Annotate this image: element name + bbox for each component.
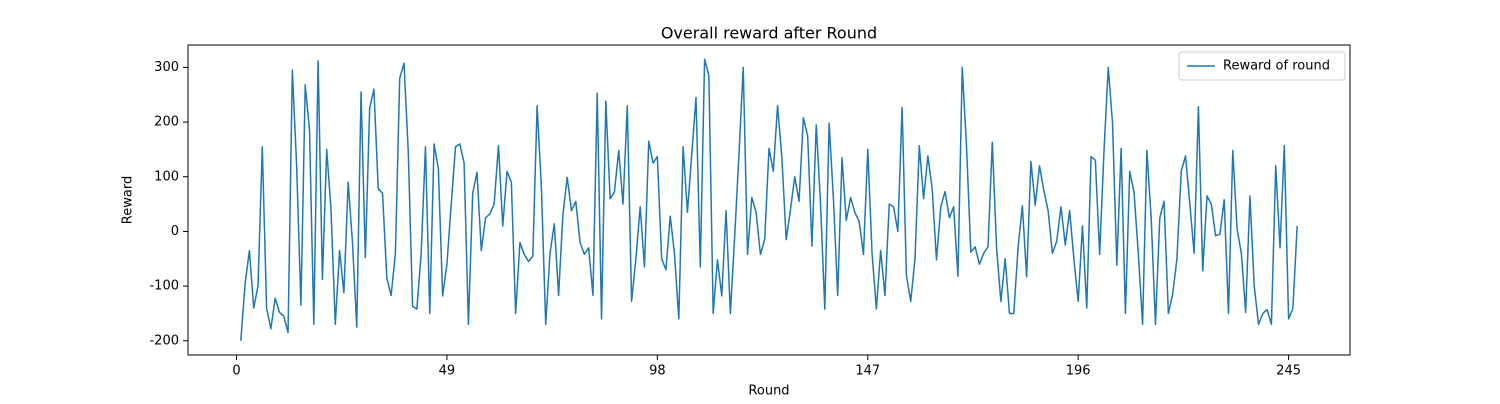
y-tick-label: -200	[149, 333, 179, 348]
x-tick-label: 0	[232, 364, 240, 379]
plot-frame	[187, 44, 1351, 356]
y-tick-label: 200	[154, 115, 179, 130]
x-tick-label: 245	[1276, 364, 1301, 379]
y-tick-label: 100	[154, 169, 179, 184]
line-series	[240, 58, 1298, 341]
chart-title: Overall reward after Round	[661, 24, 877, 43]
y-tick-label: -100	[149, 279, 179, 294]
x-tick-label: 98	[649, 364, 666, 379]
x-tick-label: 49	[439, 364, 456, 379]
x-tick-label: 196	[1066, 364, 1091, 379]
y-axis-label: Reward	[121, 176, 136, 224]
x-tick-label: 147	[855, 364, 880, 379]
legend-label: Reward of round	[1223, 59, 1330, 74]
x-axis-label: Round	[748, 384, 789, 399]
y-tick-label: 300	[154, 60, 179, 75]
legend-box	[1178, 51, 1346, 81]
y-tick-label: 0	[171, 224, 179, 239]
